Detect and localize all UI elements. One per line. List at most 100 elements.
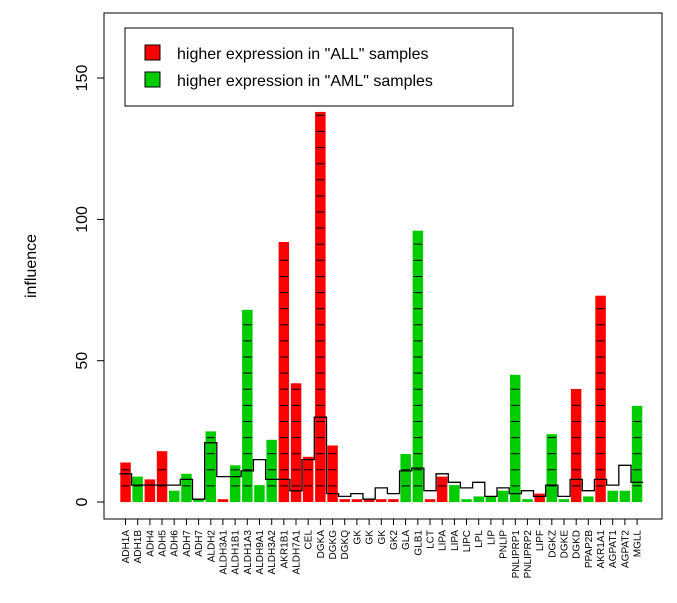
bar (546, 434, 557, 502)
x-tick-label: ALDH7A1 (292, 530, 303, 575)
x-tick-label: DGKE (560, 530, 571, 559)
bar (522, 499, 533, 502)
y-tick-label: 150 (74, 65, 91, 92)
bar (363, 499, 375, 502)
bar (583, 496, 594, 503)
bar (254, 485, 265, 503)
bar (339, 499, 350, 502)
x-tick-label: PNLIPRP2 (523, 530, 534, 579)
bar (400, 454, 411, 503)
x-axis-labels: ADH1A ADH1B ADH4 ADH5 ADH6 ADH7 ADH7 ALDH2 ALDH3… (121, 519, 644, 578)
legend-label-aml: higher expression in "AML" samples (177, 73, 433, 90)
legend-swatch-aml (144, 71, 161, 88)
y-tick-label: 100 (74, 206, 91, 233)
bar (473, 496, 484, 503)
bar (534, 493, 545, 503)
bar (595, 295, 606, 503)
x-tick-label: PPAP2B (584, 530, 595, 568)
plot-frame (103, 12, 663, 520)
x-tick-label: GK (365, 530, 376, 545)
legend-box (124, 27, 514, 107)
x-tick-label: ADH1A (121, 530, 132, 564)
x-tick-label: ADH1B (133, 530, 144, 564)
bar (290, 383, 302, 502)
bar (266, 439, 277, 502)
bar (169, 490, 180, 502)
x-tick-label: AKR1A1 (596, 530, 607, 569)
bar (217, 499, 229, 502)
bar (193, 499, 204, 502)
bar (449, 485, 460, 503)
legend-swatch-all (144, 44, 161, 61)
bar (461, 499, 472, 502)
x-tick-label: GK2 (389, 530, 400, 550)
x-tick-label: PNLIPRP1 (511, 530, 522, 579)
bar (156, 451, 168, 503)
bar (485, 496, 497, 503)
x-tick-label: AGPAT2 (620, 530, 631, 568)
bar (181, 473, 192, 503)
x-tick-label: LIP (486, 530, 497, 545)
y-tick-label: 0 (74, 497, 91, 506)
x-tick-label: ALDH2 (206, 530, 217, 563)
bar (205, 431, 216, 503)
bar (132, 476, 143, 502)
x-tick-label: DGKA (316, 530, 327, 559)
x-tick-label: ADH5 (158, 530, 169, 557)
x-tick-label: CEL (304, 530, 315, 550)
x-tick-label: ADH7 (182, 530, 193, 557)
bar (327, 445, 338, 502)
bar (302, 456, 314, 502)
bar (570, 389, 582, 503)
bar (120, 462, 131, 503)
x-tick-label: ADH7 (194, 530, 205, 557)
bar (388, 499, 399, 502)
bar (619, 490, 631, 502)
bar (424, 499, 436, 502)
x-tick-label: ALDH3A2 (267, 530, 278, 575)
bar (436, 476, 448, 502)
x-tick-label: DGKD (572, 530, 583, 559)
x-tick-label: ADH6 (170, 530, 181, 557)
x-tick-label: ALDH1B1 (231, 530, 242, 575)
bar (315, 111, 326, 503)
x-tick-label: AGPAT1 (608, 530, 619, 568)
y-axis-title: influence (23, 234, 40, 298)
x-tick-label: GLA (401, 530, 412, 550)
bar (351, 499, 363, 502)
x-tick-label: GLB1 (413, 530, 424, 556)
segment-ticks-layer (121, 114, 642, 487)
x-tick-label: ALDH3A1 (218, 530, 229, 575)
x-tick-label: DGKG (328, 530, 339, 560)
x-tick-label: GK (377, 530, 388, 545)
bar (144, 479, 156, 502)
x-tick-label: LIPC (462, 530, 473, 552)
x-tick-label: GK (352, 530, 363, 545)
bars-layer (120, 111, 643, 503)
x-tick-label: PNLIP (499, 530, 510, 559)
x-tick-label: MGLL (633, 530, 644, 558)
bar (376, 499, 387, 502)
y-tick-label: 50 (74, 352, 91, 370)
bar (510, 374, 521, 502)
x-tick-label: ALDH9A1 (255, 530, 266, 575)
legend-label-all: higher expression in "ALL" samples (177, 46, 429, 63)
bar (497, 490, 509, 502)
x-tick-label: LCT (426, 530, 437, 549)
x-tick-label: DGKZ (547, 530, 558, 558)
baseline-step-line (119, 416, 644, 500)
x-tick-label: DGKQ (340, 530, 351, 560)
legend: higher expression in "ALL" samples highe… (124, 27, 514, 107)
bar (558, 499, 570, 502)
x-tick-label: LIPA (438, 530, 449, 551)
bar (607, 490, 618, 502)
x-tick-label: ALDH1A3 (243, 530, 254, 575)
y-axis: 0 50 100 150 (74, 65, 104, 506)
x-tick-label: LIPA (450, 530, 461, 551)
bar (278, 242, 290, 503)
bar (412, 230, 424, 503)
x-tick-label: ADH4 (145, 530, 156, 557)
x-tick-label: AKR1B1 (279, 530, 290, 569)
bar (229, 465, 241, 502)
